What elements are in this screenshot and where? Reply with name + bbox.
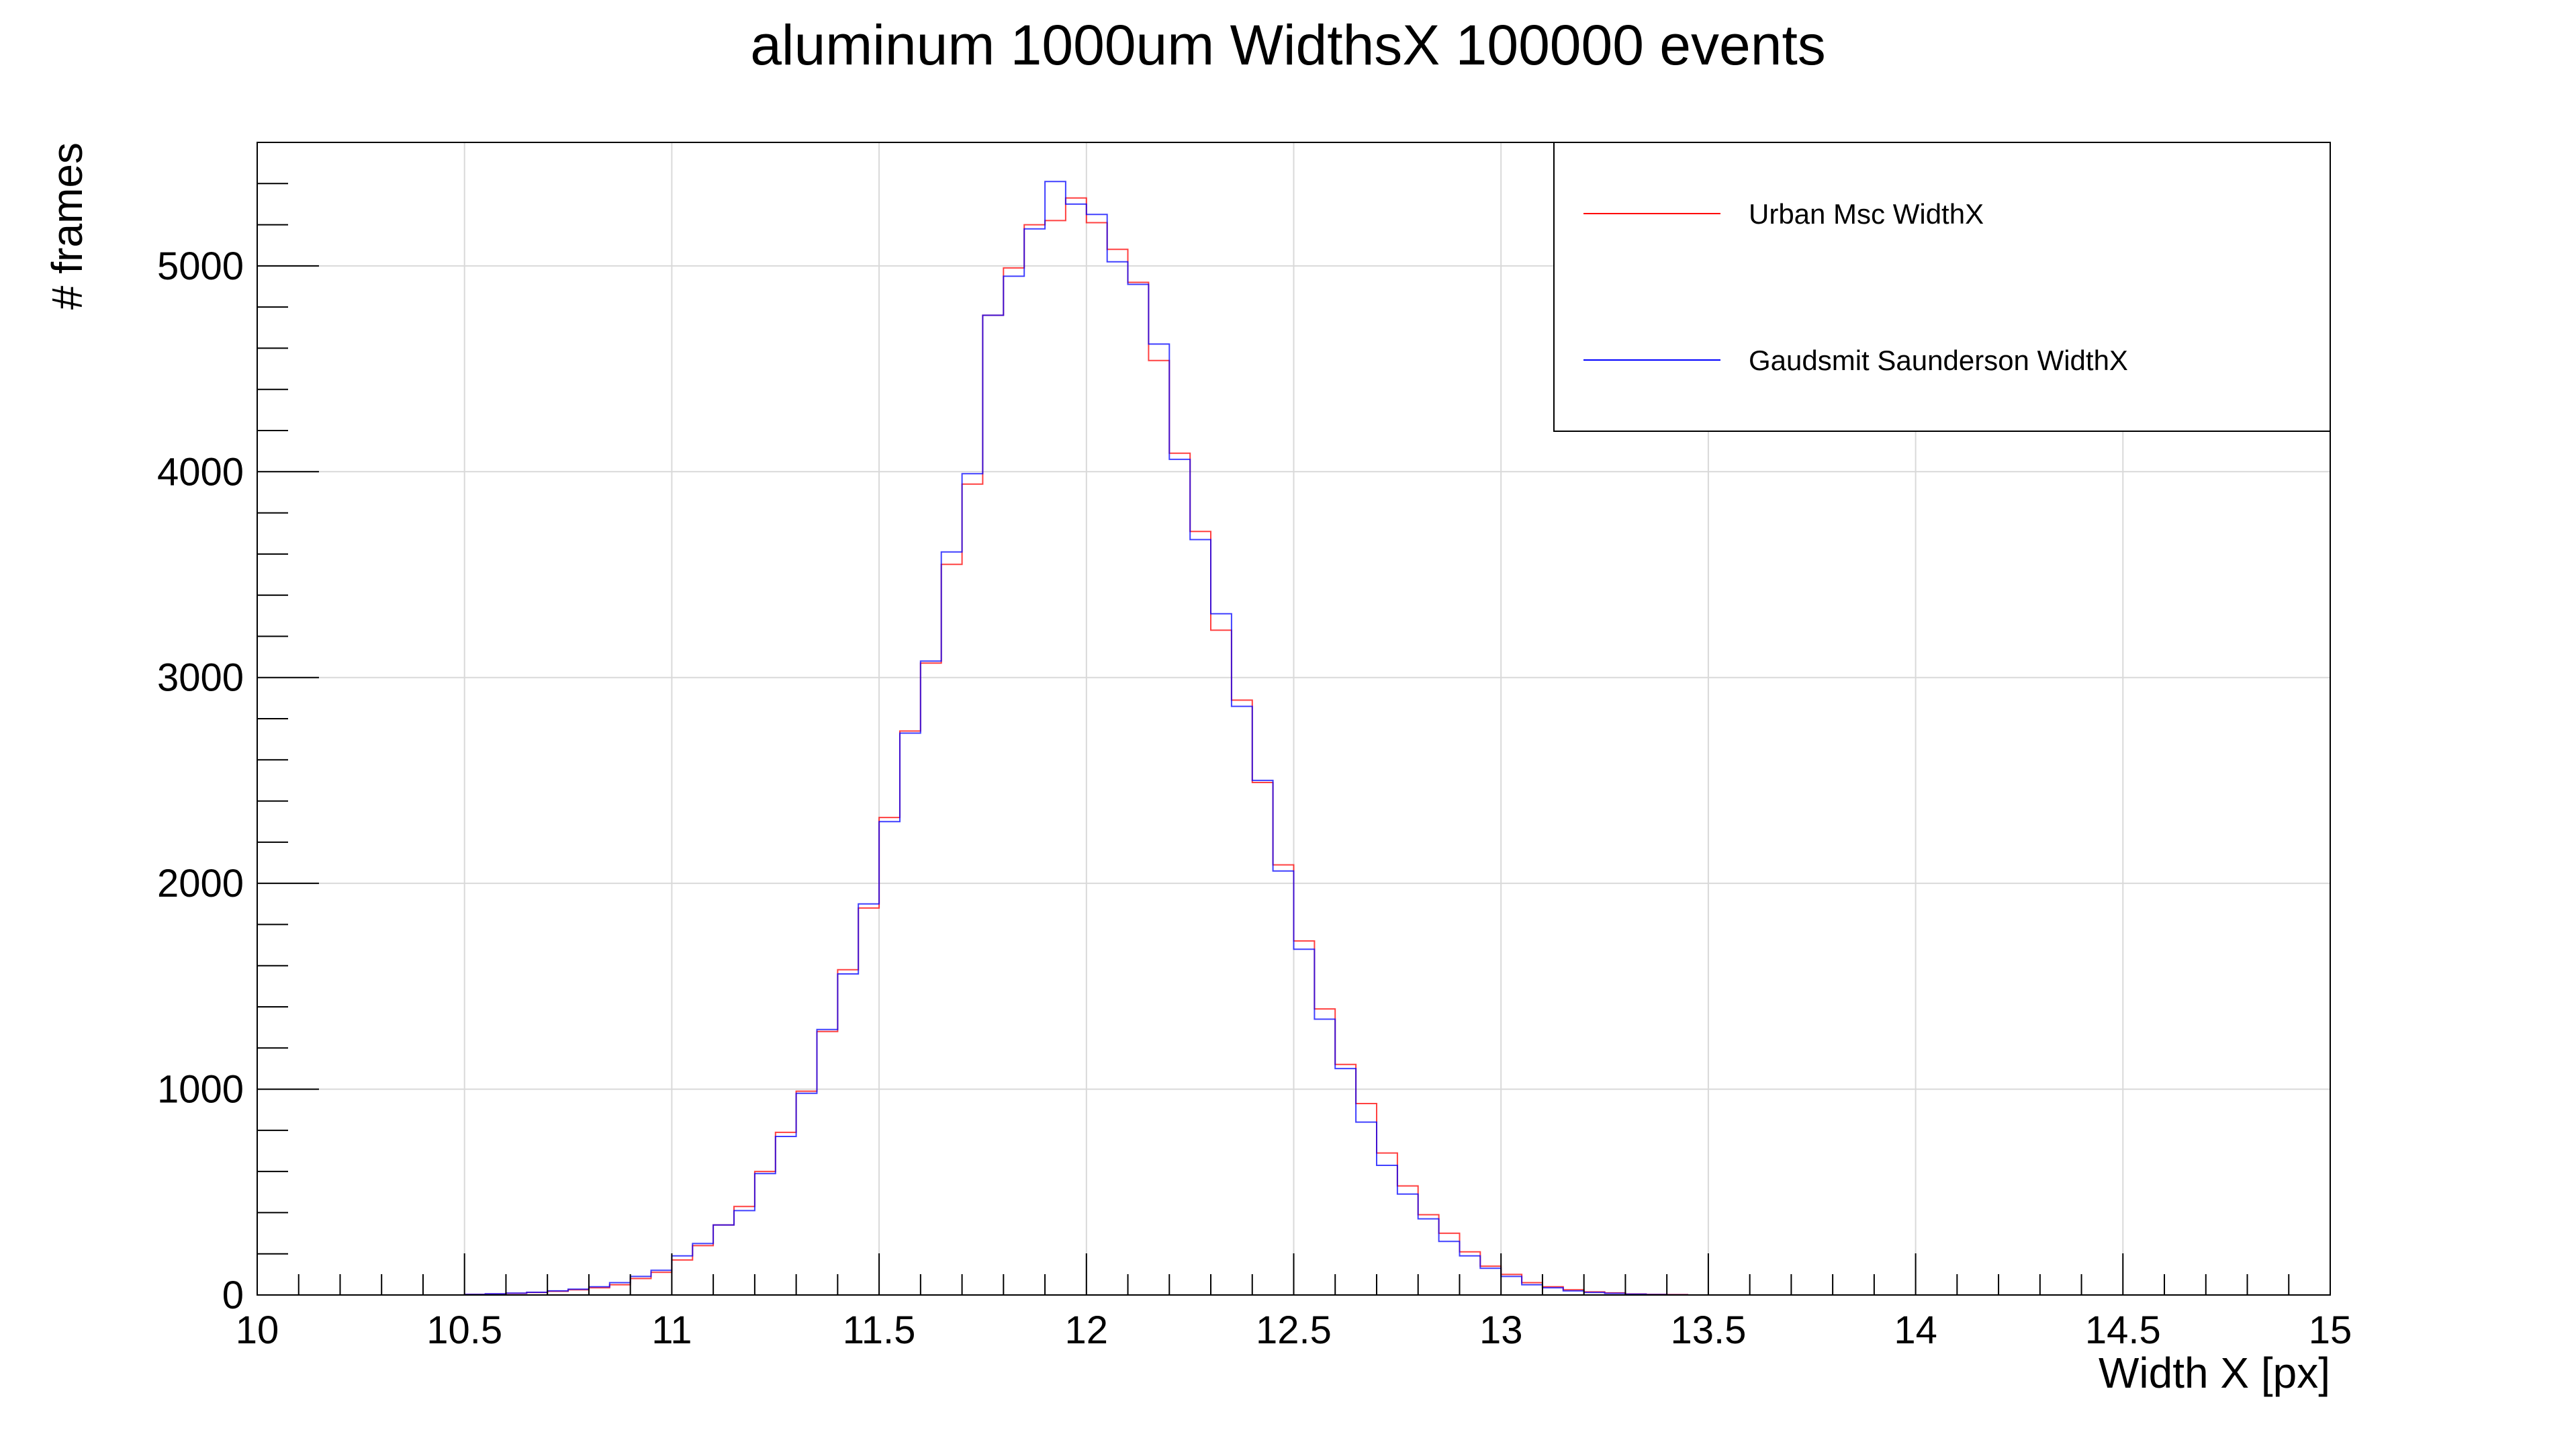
histogram-bin: [692, 1243, 713, 1295]
histogram-bin: [982, 315, 1003, 1295]
histogram-bin: [568, 1289, 589, 1295]
histogram-outline: [257, 197, 2330, 1296]
histogram-bin: [796, 1093, 817, 1295]
y-tick-label: 2000: [157, 862, 244, 905]
histogram-bin: [1066, 204, 1087, 1295]
histogram-bin: [817, 1030, 837, 1295]
histogram-bin: [1024, 229, 1045, 1295]
histogram-bin: [610, 1283, 631, 1295]
histogram-bin: [672, 1256, 692, 1295]
histogram-bin: [1045, 181, 1066, 1295]
histogram-bin: [589, 1287, 610, 1295]
histogram-bin: [1480, 1268, 1501, 1295]
histogram-bin: [776, 1136, 796, 1295]
histogram-bin: [1273, 871, 1294, 1295]
histogram-bin: [1148, 344, 1169, 1295]
series-0: [257, 197, 2330, 1296]
x-tick-label: 14.5: [2085, 1308, 2161, 1352]
x-tick-label: 10: [236, 1308, 279, 1352]
histogram-bin: [962, 474, 983, 1295]
y-tick-label: 0: [222, 1273, 244, 1317]
histogram-bin: [921, 661, 941, 1295]
histogram-bin: [1397, 1194, 1418, 1295]
legend: Urban Msc WidthX Gaudsmit Saunderson Wid…: [1553, 142, 2331, 432]
axes: 10 10.5 11 11.5 12 12.5 13 13.5 14 14.5 15 0 1000 200…: [157, 142, 2352, 1352]
x-tick-label: 11.5: [843, 1308, 916, 1352]
histogram-bin: [858, 904, 879, 1295]
histogram-bin: [1522, 1285, 1543, 1295]
legend-label-gaudsmit: Gaudsmit Saunderson WidthX: [1749, 345, 2128, 376]
legend-box: [1553, 142, 2331, 432]
x-tick-label: 12.5: [1256, 1308, 1332, 1352]
histogram-bin: [713, 1225, 734, 1295]
histogram-bin: [631, 1276, 651, 1295]
x-tick-label: 10.5: [426, 1308, 502, 1352]
histogram-outline: [257, 181, 2330, 1296]
x-tick-label: 13: [1479, 1308, 1523, 1352]
histogram-bin: [1335, 1069, 1356, 1295]
histogram-bin: [1439, 1241, 1460, 1295]
x-tick-label: 15: [2309, 1308, 2352, 1352]
histogram-bin: [1294, 949, 1315, 1295]
histogram-bin: [1190, 539, 1211, 1295]
y-tick-label: 4000: [157, 450, 244, 494]
histogram-bin: [755, 1173, 776, 1295]
histogram-bin: [1501, 1276, 1522, 1295]
x-tick-label: 14: [1894, 1308, 1937, 1352]
x-axis-label: Width X [px]: [2099, 1349, 2330, 1397]
histogram-bin: [1232, 707, 1252, 1295]
histogram-bin: [651, 1270, 672, 1295]
histogram-bin: [1356, 1122, 1377, 1295]
histogram-bin: [1128, 284, 1149, 1295]
histogram-bin: [1314, 1019, 1335, 1295]
x-tick-label: 13.5: [1670, 1308, 1746, 1352]
series-1: [257, 181, 2330, 1296]
histogram-bin: [1003, 276, 1024, 1295]
histogram-bin: [734, 1210, 755, 1295]
x-tick-label: 12: [1065, 1308, 1109, 1352]
histogram-bin: [941, 552, 962, 1295]
histogram-bin: [1211, 614, 1232, 1295]
histogram-bin: [1377, 1165, 1397, 1295]
y-tick-label: 3000: [157, 656, 244, 700]
x-tick-label: 11: [651, 1308, 692, 1352]
histogram-bin: [1169, 459, 1190, 1295]
histogram-bin: [1543, 1288, 1563, 1295]
legend-label-urban: Urban Msc WidthX: [1749, 198, 1984, 230]
y-tick-label: 5000: [157, 244, 244, 288]
y-axis-label: # frames: [43, 142, 91, 310]
histogram-bin: [1107, 262, 1128, 1295]
histogram-bin: [900, 733, 921, 1295]
histogram-bin: [1459, 1256, 1480, 1295]
series-layer: [257, 181, 2330, 1296]
y-tick-label: 1000: [157, 1068, 244, 1112]
histogram-bin: [1087, 214, 1107, 1295]
histogram-bin: [837, 974, 858, 1295]
histogram-bin: [1252, 780, 1273, 1295]
histogram-bin: [1418, 1219, 1439, 1295]
histogram-bin: [879, 821, 900, 1295]
chart-title: aluminum 1000um WidthsX 100000 events: [750, 13, 1826, 77]
